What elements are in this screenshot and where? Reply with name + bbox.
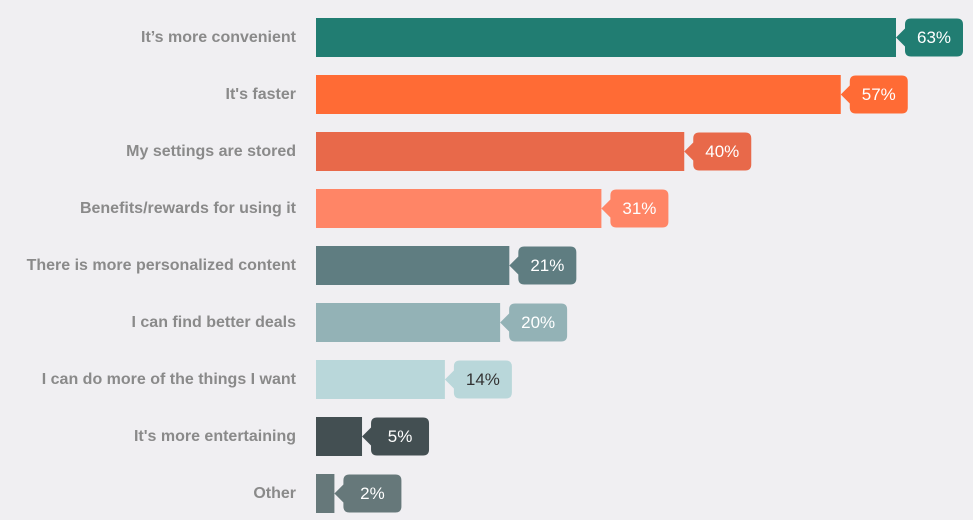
value-callout bbox=[840, 75, 908, 114]
category-label: There is more personalized content bbox=[27, 257, 297, 274]
value-label: 57% bbox=[862, 85, 896, 104]
value-callout bbox=[896, 18, 963, 57]
bar bbox=[316, 360, 445, 399]
value-callout bbox=[334, 474, 402, 513]
value-callout bbox=[444, 360, 512, 399]
value-callout bbox=[500, 303, 568, 342]
bar bbox=[316, 75, 841, 114]
value-label: 40% bbox=[705, 142, 739, 161]
bar bbox=[316, 18, 896, 57]
value-label: 63% bbox=[917, 28, 951, 47]
value-callout bbox=[362, 417, 430, 456]
bar bbox=[316, 132, 685, 171]
value-label: 5% bbox=[388, 427, 413, 446]
category-label: It’s more convenient bbox=[141, 29, 297, 46]
category-label: It's more entertaining bbox=[134, 428, 296, 445]
category-label: Benefits/rewards for using it bbox=[80, 200, 297, 217]
category-label: I can find better deals bbox=[132, 314, 297, 331]
value-label: 14% bbox=[466, 370, 500, 389]
bar bbox=[316, 474, 335, 513]
value-label: 31% bbox=[622, 199, 656, 218]
value-label: 21% bbox=[530, 256, 564, 275]
bar bbox=[316, 246, 510, 285]
category-label: My settings are stored bbox=[126, 143, 296, 160]
value-callout bbox=[684, 132, 752, 171]
category-label: It's faster bbox=[226, 86, 297, 103]
bar bbox=[316, 303, 501, 342]
value-callout bbox=[601, 189, 669, 228]
value-label: 2% bbox=[360, 484, 385, 503]
value-label: 20% bbox=[521, 313, 555, 332]
category-label: I can do more of the things I want bbox=[42, 371, 297, 388]
value-callout bbox=[509, 246, 577, 285]
bar bbox=[316, 189, 602, 228]
bar bbox=[316, 417, 363, 456]
category-label: Other bbox=[253, 485, 296, 502]
